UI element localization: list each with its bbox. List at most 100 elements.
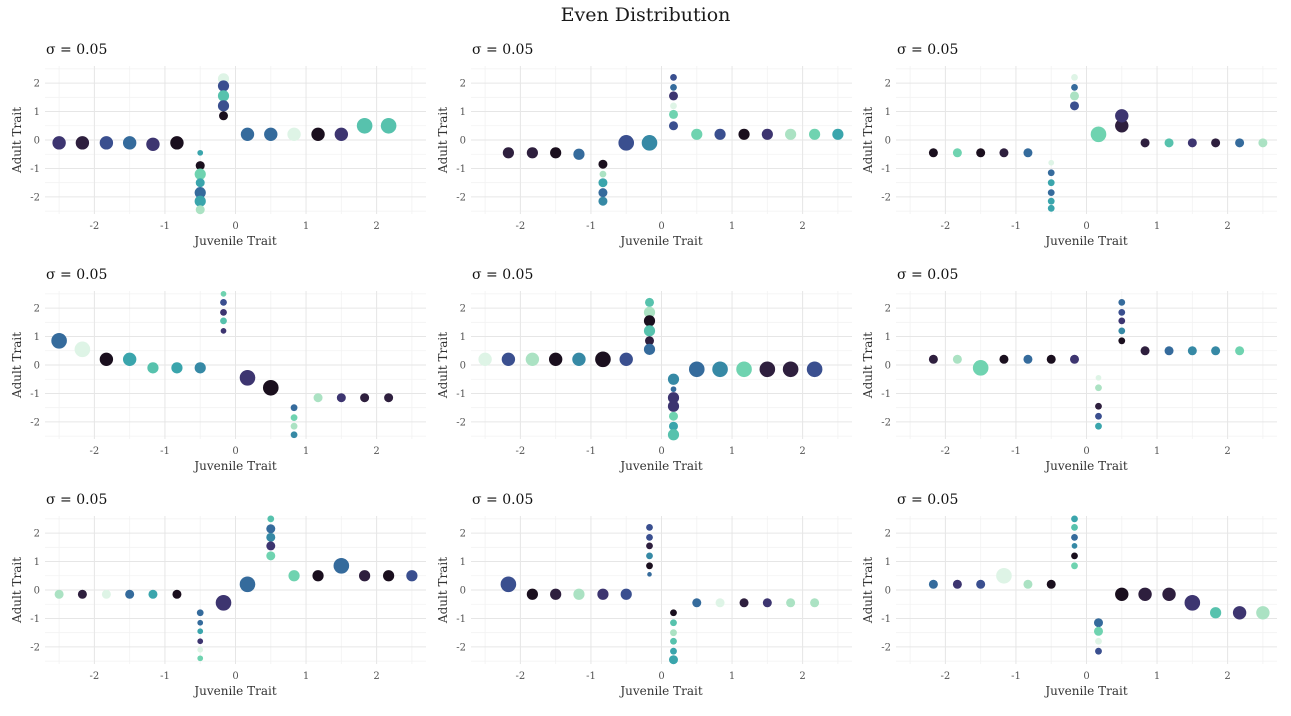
data-point [598, 196, 608, 206]
x-axis-title: Juvenile Trait [618, 234, 702, 248]
y-tick-label: -2 [881, 192, 891, 203]
data-point [1023, 579, 1033, 589]
data-point [197, 619, 204, 626]
data-point [598, 159, 608, 169]
data-point [691, 128, 703, 140]
data-point [1162, 587, 1176, 601]
data-point [311, 127, 325, 142]
data-point [1095, 374, 1102, 381]
data-point [197, 646, 204, 653]
data-point [333, 558, 350, 574]
data-point [668, 91, 678, 101]
data-point [715, 598, 725, 608]
data-point [1047, 197, 1055, 205]
y-tick-label: -2 [30, 417, 40, 428]
data-point [928, 354, 938, 364]
data-point [714, 128, 726, 140]
data-point [1071, 533, 1078, 541]
data-point [785, 128, 797, 140]
data-point [1090, 126, 1107, 143]
data-point [217, 90, 230, 102]
figure-title: Even Distribution [560, 4, 731, 26]
data-point [550, 147, 562, 159]
x-tick-label: 1 [303, 446, 309, 457]
data-point [194, 187, 206, 199]
x-tick-label: -2 [516, 446, 526, 457]
x-tick-label: -1 [1011, 446, 1021, 457]
x-axis-title: Juvenile Trait [192, 684, 276, 698]
data-point [712, 361, 728, 378]
data-point [197, 638, 204, 645]
data-point [1070, 354, 1080, 364]
data-point [266, 524, 276, 534]
data-point [1115, 109, 1129, 123]
data-point [786, 598, 796, 608]
data-point [643, 306, 656, 318]
data-point [1118, 327, 1126, 335]
x-tick-label: -1 [586, 221, 596, 232]
data-point [668, 411, 678, 421]
data-point [1256, 606, 1270, 620]
data-point [1118, 298, 1126, 306]
y-tick-label: 1 [34, 557, 40, 568]
y-tick-label: -2 [456, 417, 466, 428]
data-point [526, 588, 538, 600]
data-point [196, 609, 204, 617]
x-axis-title: Juvenile Trait [1043, 459, 1127, 473]
x-tick-label: -2 [941, 671, 951, 682]
data-point [1071, 83, 1078, 91]
data-point [1258, 138, 1268, 148]
x-tick-label: -2 [941, 221, 951, 232]
x-axis-title: Juvenile Trait [1043, 684, 1127, 698]
data-point [266, 551, 276, 561]
y-tick-label: -1 [30, 164, 40, 175]
y-axis-title: Adult Trait [861, 332, 875, 399]
y-tick-label: -2 [456, 192, 466, 203]
y-tick-label: 1 [34, 332, 40, 343]
x-tick-label: 2 [799, 221, 805, 232]
panel-title: σ = 0.05 [46, 492, 107, 508]
data-point [1023, 148, 1033, 158]
data-point [171, 362, 183, 374]
data-point [1115, 119, 1129, 133]
data-point [384, 393, 394, 403]
data-point [952, 148, 962, 158]
data-point [1095, 402, 1102, 410]
data-point [976, 579, 986, 589]
data-point [194, 195, 206, 207]
data-point [220, 327, 227, 334]
data-point [1070, 101, 1080, 111]
y-tick-label: 1 [460, 557, 466, 568]
x-tick-label: 1 [1154, 446, 1160, 457]
data-point [1070, 91, 1080, 101]
data-point [239, 370, 256, 386]
x-tick-label: 2 [373, 446, 379, 457]
data-point [972, 360, 989, 376]
y-tick-label: 0 [460, 586, 466, 597]
data-point [1071, 552, 1078, 560]
x-tick-label: -2 [90, 671, 100, 682]
y-tick-label: -1 [456, 614, 466, 625]
y-tick-label: 2 [460, 79, 466, 90]
scatter-panel-9: -2 -1 0 1 2 -2 -1 0 1 2 σ = 0.05 Juvenile Trait Adul… [861, 492, 1277, 698]
y-tick-label: 1 [885, 107, 891, 118]
x-tick-label: -2 [90, 221, 100, 232]
data-point [220, 308, 227, 316]
x-tick-label: 1 [729, 221, 735, 232]
x-tick-label: -2 [516, 671, 526, 682]
y-axis-title: Adult Trait [861, 107, 875, 174]
y-axis-title: Adult Trait [436, 332, 450, 399]
data-point [1071, 543, 1078, 549]
data-point [1046, 579, 1056, 589]
panel-title: σ = 0.05 [472, 42, 533, 58]
data-point [1093, 626, 1103, 636]
data-point [667, 392, 680, 404]
x-tick-label: 1 [1154, 221, 1160, 232]
x-tick-label: 1 [729, 446, 735, 457]
data-point [77, 589, 87, 599]
x-tick-label: 2 [799, 446, 805, 457]
data-point [290, 414, 298, 422]
y-tick-label: 2 [34, 304, 40, 315]
data-point [51, 333, 67, 349]
panel-title: σ = 0.05 [472, 492, 533, 508]
